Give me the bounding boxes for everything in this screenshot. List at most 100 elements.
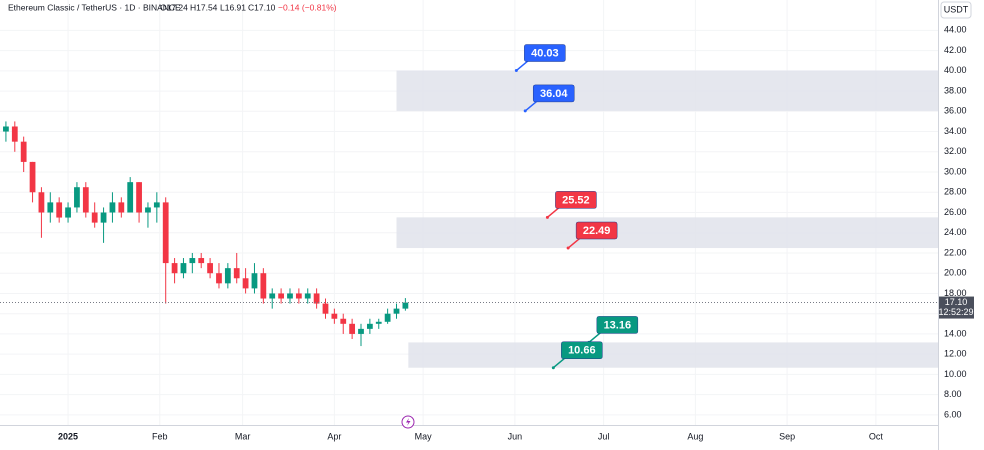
y-tick-label: 30.00 <box>944 166 967 176</box>
label-pointer <box>567 237 581 249</box>
y-tick-label: 38.00 <box>944 85 967 95</box>
candle-body <box>162 202 169 264</box>
candle-body <box>180 263 187 274</box>
candle-body <box>384 313 391 322</box>
symbol-title: Ethereum Classic / TetherUS · 1D · BINAN… <box>8 2 181 12</box>
candle <box>189 252 196 274</box>
x-tick-label: Feb <box>152 431 168 441</box>
label-anchor <box>551 366 555 370</box>
candle <box>269 288 276 309</box>
label-box <box>575 221 618 240</box>
label-pointer <box>588 331 602 344</box>
candle-body <box>136 182 142 213</box>
y-tick-label: 8.00 <box>944 389 962 399</box>
label-anchor <box>523 109 527 113</box>
ohlc-close: C17.10 <box>248 2 276 12</box>
label-box <box>555 191 597 209</box>
candle <box>349 318 356 339</box>
candle-body <box>349 323 356 334</box>
candle <box>145 202 151 228</box>
candle <box>109 192 116 223</box>
candle-body <box>269 293 276 299</box>
label-text: 10.66 <box>568 345 596 357</box>
label-box <box>561 341 603 359</box>
y-tick-label: 18.00 <box>944 288 967 298</box>
header: Ethereum Classic / TetherUS · 1D · BINAN… <box>8 2 337 12</box>
currency-button[interactable] <box>940 1 972 19</box>
x-tick-label: Mar <box>235 431 251 441</box>
candle-body <box>171 263 178 274</box>
candle-body <box>295 293 302 299</box>
label-anchor <box>514 69 518 73</box>
x-tick-label: Jul <box>598 431 610 441</box>
candle-body <box>224 268 231 284</box>
price-zone <box>396 217 938 249</box>
candle <box>384 308 391 324</box>
candle <box>11 121 18 152</box>
y-tick-label: 24.00 <box>944 227 967 237</box>
candle <box>278 288 284 304</box>
candle-body <box>287 293 293 299</box>
label-text: 22.49 <box>583 225 611 237</box>
y-tick-label: 40.00 <box>944 65 967 75</box>
candle-body <box>322 303 329 314</box>
candle <box>127 177 134 213</box>
last-price-box <box>939 296 974 319</box>
price-zone <box>396 70 938 111</box>
candle <box>162 197 169 304</box>
candle-body <box>127 182 134 213</box>
ohlc-high: H17.54 <box>190 2 218 12</box>
y-tick-label: 36.00 <box>944 106 967 116</box>
y-tick-label: 14.00 <box>944 328 967 338</box>
candle <box>74 182 80 213</box>
x-tick-label: 2025 <box>58 431 78 441</box>
label-text: 40.03 <box>531 47 559 59</box>
candle-body <box>340 318 347 324</box>
candle-body <box>251 273 258 289</box>
candle-body <box>366 323 373 329</box>
price-label: 13.16 <box>587 316 639 344</box>
y-tick-label: 20.00 <box>944 268 967 278</box>
x-tick-label: Aug <box>687 431 703 441</box>
candle <box>331 308 338 324</box>
candle-body <box>260 273 267 299</box>
price-label: 25.52 <box>545 191 597 219</box>
flash-icon[interactable] <box>401 415 415 429</box>
candle <box>180 258 187 279</box>
y-tick-label: 42.00 <box>944 45 967 55</box>
candle <box>242 268 249 294</box>
candle-body <box>402 302 409 309</box>
ohlc-low: L16.91 <box>220 2 246 12</box>
candle <box>287 288 293 304</box>
candle-body <box>3 126 9 132</box>
candle-body <box>56 202 63 218</box>
candle-body <box>74 187 80 208</box>
candle-body <box>145 207 151 213</box>
y-tick-label: 12.00 <box>944 349 967 359</box>
candle-body <box>29 161 36 193</box>
label-text: 25.52 <box>562 194 590 206</box>
last-price-label: 17.10 <box>945 297 968 307</box>
candle <box>207 258 213 279</box>
candle <box>118 197 125 218</box>
candle <box>153 192 160 223</box>
candle-body <box>198 258 205 264</box>
candle-body <box>109 202 116 213</box>
candle <box>65 202 71 223</box>
candle <box>82 182 89 218</box>
candle-body <box>189 258 196 264</box>
currency-label[interactable]: USDT <box>944 4 969 14</box>
label-pointer <box>524 100 538 112</box>
flash-bolt[interactable] <box>406 418 411 426</box>
candle-body <box>304 293 311 299</box>
candle <box>402 298 409 311</box>
candle-body <box>38 192 45 213</box>
candle <box>136 182 142 223</box>
candle-body <box>313 293 320 304</box>
candle <box>47 192 54 223</box>
label-pointer <box>546 206 560 218</box>
candle-body <box>11 126 18 142</box>
label-pointer <box>552 357 566 369</box>
countdown-label: 12:52:29 <box>938 307 973 317</box>
